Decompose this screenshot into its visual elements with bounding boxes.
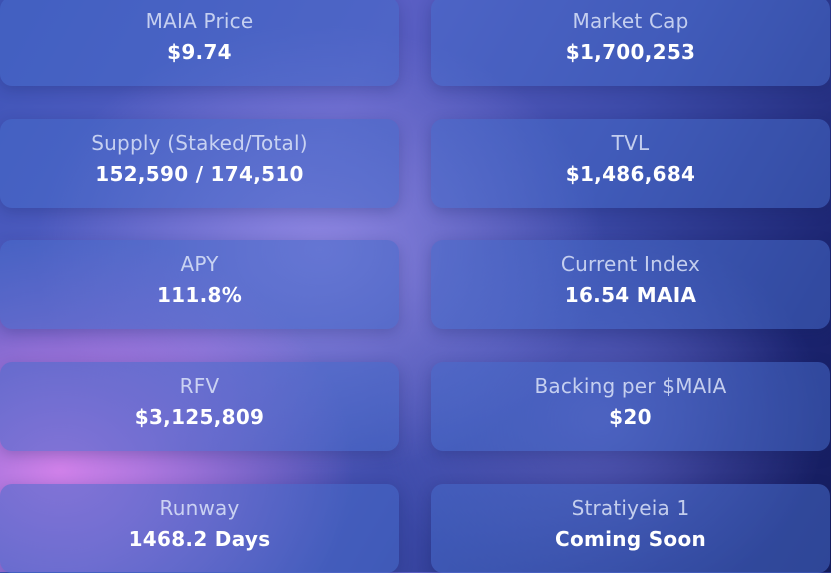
stat-card-runway: Runway 1468.2 Days — [0, 484, 399, 573]
stat-value: 1468.2 Days — [128, 527, 271, 551]
stat-label: RFV — [179, 374, 220, 398]
stat-value: $1,700,253 — [565, 40, 696, 64]
stat-card-maia-price: MAIA Price $9.74 — [0, 0, 399, 86]
stat-card-supply: Supply (Staked/Total) 152,590 / 174,510 — [0, 119, 399, 208]
stat-card-backing: Backing per $MAIA $20 — [431, 362, 830, 451]
stat-card-tvl: TVL $1,486,684 — [431, 119, 830, 208]
stat-card-strategy: Stratiyeia 1 Coming Soon — [431, 484, 830, 573]
stat-value: 152,590 / 174,510 — [95, 162, 304, 186]
stat-value: Coming Soon — [554, 527, 707, 551]
stat-label: APY — [180, 252, 219, 276]
stat-value: 16.54 MAIA — [564, 283, 697, 307]
stat-label: TVL — [611, 131, 650, 155]
stat-label: Runway — [159, 496, 240, 520]
stat-card-rfv: RFV $3,125,809 — [0, 362, 399, 451]
stat-label: Stratiyeia 1 — [571, 496, 690, 520]
stat-card-current-index: Current Index 16.54 MAIA — [431, 240, 830, 329]
stat-label: Market Cap — [572, 9, 689, 33]
stat-label: Supply (Staked/Total) — [91, 131, 308, 155]
stat-value: $9.74 — [167, 40, 232, 64]
stat-card-market-cap: Market Cap $1,700,253 — [431, 0, 830, 86]
stat-value: $20 — [609, 405, 652, 429]
stat-label: MAIA Price — [145, 9, 254, 33]
stat-card-apy: APY 111.8% — [0, 240, 399, 329]
stat-value: 111.8% — [156, 283, 243, 307]
stat-value: $3,125,809 — [134, 405, 265, 429]
stat-label: Backing per $MAIA — [534, 374, 727, 398]
stat-value: $1,486,684 — [565, 162, 696, 186]
stat-label: Current Index — [560, 252, 701, 276]
